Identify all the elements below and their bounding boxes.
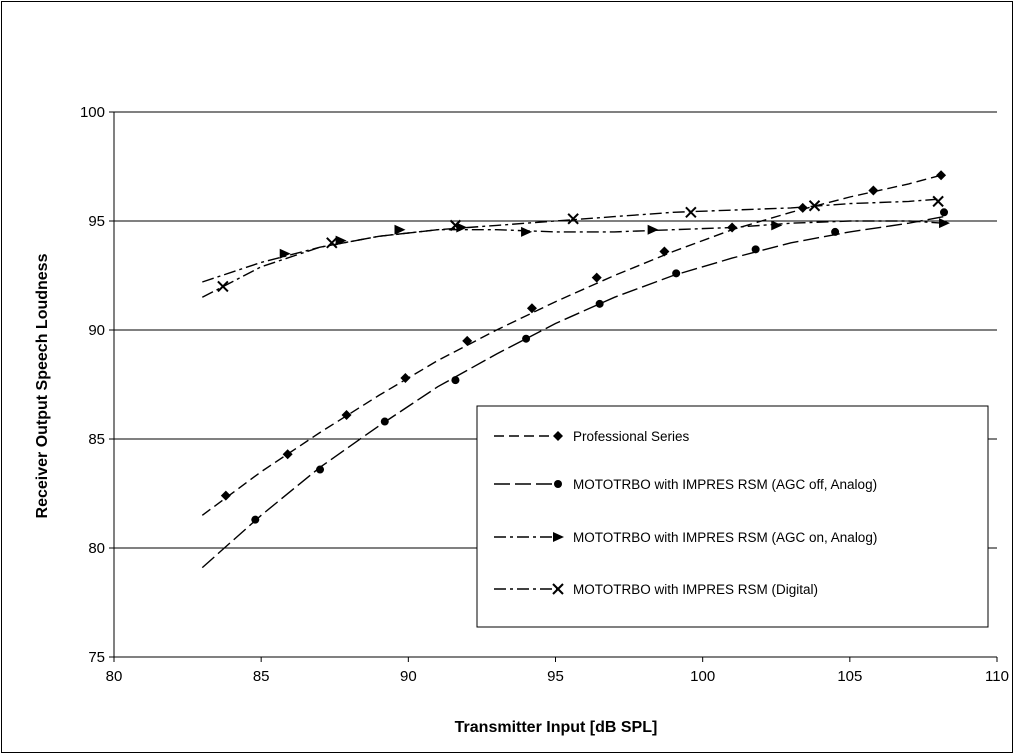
data-point (316, 465, 325, 474)
data-point (400, 372, 411, 383)
legend-entry: MOTOTRBO with IMPRES RSM (AGC off, Analo… (494, 477, 877, 492)
y-tick-label: 100 (80, 104, 105, 121)
data-point (647, 224, 659, 235)
data-point (380, 417, 389, 426)
data-point (591, 272, 602, 283)
data-point (939, 218, 951, 229)
data-point (220, 490, 231, 501)
legend-marker (554, 480, 562, 488)
legend: Professional Series MOTOTRBO with IMPRES … (476, 405, 989, 628)
series-group (201, 170, 951, 569)
data-point (251, 515, 260, 524)
data-point (522, 334, 531, 343)
y-tick-label: 80 (88, 540, 105, 557)
data-point (808, 200, 821, 212)
series-2 (201, 208, 949, 569)
data-point (282, 449, 293, 460)
y-tick-label: 85 (88, 431, 105, 448)
data-point (831, 227, 840, 236)
x-tick-label: 110 (985, 668, 1009, 685)
legend-label: Professional Series (573, 429, 690, 444)
data-point (751, 245, 760, 254)
data-point (526, 303, 537, 314)
data-point (449, 219, 462, 232)
series-line (201, 198, 939, 298)
x-tick-label: 80 (106, 668, 123, 685)
legend-label: MOTOTRBO with IMPRES RSM (Digital) (573, 582, 818, 597)
series-1 (201, 170, 947, 516)
data-point (451, 376, 460, 385)
series-line (201, 215, 945, 569)
x-axis-title: Transmitter Input [dB SPL] (455, 719, 658, 736)
data-point (936, 170, 947, 181)
legend-entry: MOTOTRBO with IMPRES RSM (AGC on, Analog… (494, 530, 877, 545)
legend-box (476, 405, 989, 628)
data-point (462, 335, 473, 346)
axes (109, 111, 998, 662)
data-point (685, 206, 697, 218)
data-point (932, 195, 944, 208)
legend-entry: Professional Series (494, 429, 690, 444)
data-point (659, 246, 670, 257)
data-point (771, 220, 783, 231)
y-tick-label: 75 (88, 649, 105, 666)
data-point (521, 226, 533, 237)
x-tick-label: 90 (400, 668, 417, 685)
legend-marker (553, 532, 564, 542)
data-point (567, 213, 579, 225)
series-line (201, 174, 942, 516)
y-tick-label: 95 (88, 213, 105, 230)
y-axis-title: Receiver Output Speech Loudness (34, 253, 51, 518)
legend-marker (553, 431, 563, 441)
x-tick-label: 85 (253, 668, 270, 685)
legend-label: MOTOTRBO with IMPRES RSM (AGC off, Analo… (573, 477, 877, 492)
data-point (797, 202, 808, 213)
data-point (394, 224, 406, 235)
data-point (940, 208, 949, 217)
data-point (341, 410, 352, 421)
legend-entry: MOTOTRBO with IMPRES RSM (Digital) (494, 582, 818, 597)
data-point (326, 237, 338, 249)
y-tick-label: 90 (88, 322, 105, 339)
x-tick-label: 105 (837, 668, 862, 685)
data-point (595, 299, 604, 308)
legend-marker (552, 583, 564, 595)
series-4 (201, 195, 944, 298)
x-tick-label: 100 (690, 668, 715, 685)
data-point (217, 280, 229, 293)
series-3 (202, 218, 951, 283)
x-tick-label: 95 (547, 668, 564, 685)
data-point (672, 269, 681, 278)
data-point (279, 248, 291, 259)
legend-label: MOTOTRBO with IMPRES RSM (AGC on, Analog… (573, 530, 877, 545)
data-point (868, 185, 879, 196)
